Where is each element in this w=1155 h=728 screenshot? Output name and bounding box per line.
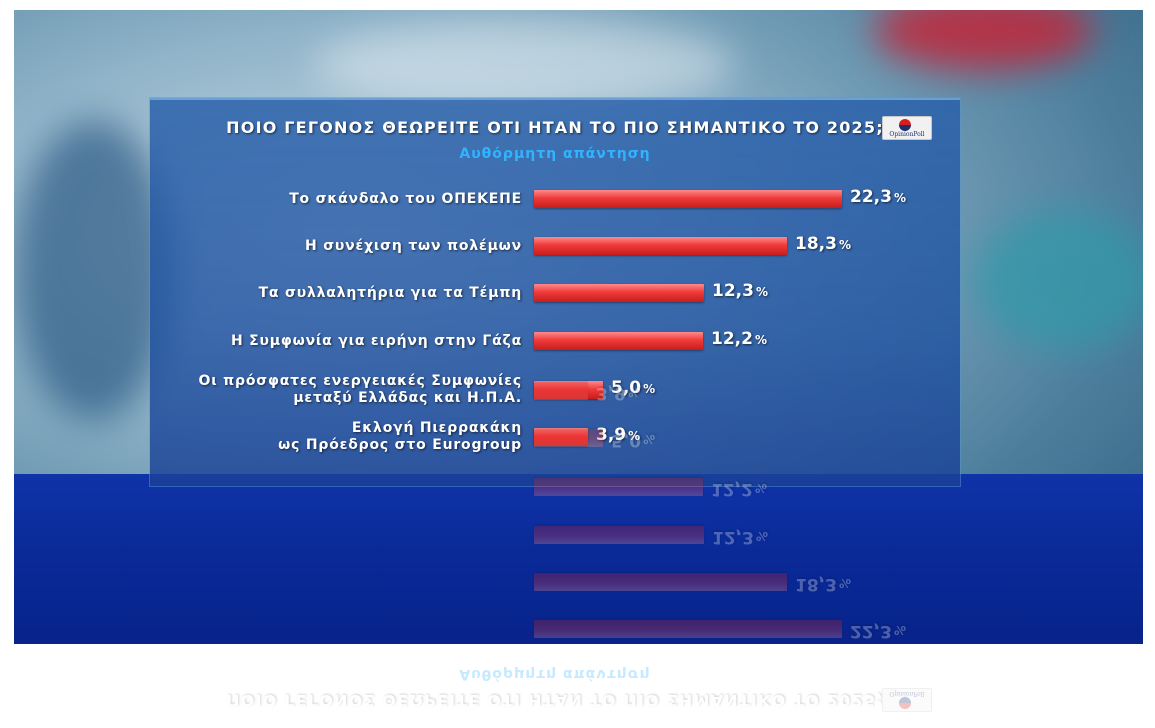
- bar: [534, 332, 703, 350]
- value-unit: %: [628, 429, 641, 443]
- reflective-floor: [14, 474, 1143, 644]
- category-label: Εκλογή Πιερρακάκη ως Πρόεδρος στο Eurogro…: [162, 420, 522, 454]
- chart-title: ΠΟΙΟ ΓΕΓΟΝΟΣ ΘΕΩΡΕΙΤΕ ΟΤΙ ΗΤΑΝ ΤΟ ΠΙΟ ΣΗ…: [226, 118, 884, 137]
- category-label-line: Οι πρόσφατες ενεργειακές Συμφωνίες: [198, 373, 522, 389]
- bg-blob: [314, 20, 734, 110]
- bg-blob: [974, 210, 1143, 350]
- logo-mark-icon: [899, 697, 911, 709]
- value-number: 12,3: [712, 281, 754, 301]
- chart-subtitle: Αυθόρμητη απάντηση: [459, 146, 651, 162]
- category-label-line: Η Συμφωνία για ειρήνη στην Γάζα: [230, 332, 522, 349]
- value-unit: %: [893, 191, 906, 205]
- category-label: Οι πρόσφατες ενεργειακές Συμφωνίες μεταξύ…: [162, 373, 522, 407]
- value-number: 5,0: [611, 378, 642, 398]
- logo-text: OpinionPoll: [889, 131, 925, 138]
- bar: [534, 428, 588, 446]
- value-unit: %: [755, 285, 768, 299]
- value-label: 18,3%: [795, 234, 851, 254]
- logo-text: OpinionPoll: [889, 690, 925, 697]
- logo-mark-icon: [899, 119, 911, 131]
- value-unit: %: [754, 333, 767, 347]
- bar: [534, 237, 787, 255]
- category-label-line: μεταξύ Ελλάδας και Η.Π.Α.: [293, 390, 522, 406]
- value-label: 3,9%: [596, 425, 640, 445]
- category-label: Το σκάνδαλο του ΟΠΕΚΕΠΕ: [162, 191, 522, 208]
- category-label: Τα συλλαλητήρια για τα Τέμπη: [162, 285, 522, 302]
- value-unit: %: [838, 238, 851, 252]
- bar: [534, 381, 603, 399]
- chart-title: ΠΟΙΟ ΓΕΓΟΝΟΣ ΘΕΩΡΕΙΤΕ ΟΤΙ ΗΤΑΝ ΤΟ ΠΙΟ ΣΗ…: [226, 691, 884, 710]
- bar: [534, 190, 842, 208]
- category-label-line: Τα συλλαλητήρια για τα Τέμπη: [258, 284, 522, 301]
- value-label: 5,0%: [611, 378, 655, 398]
- value-label: 12,3%: [712, 281, 768, 301]
- value-number: 22,3: [850, 187, 892, 207]
- bg-blob: [14, 120, 174, 420]
- chart-panel: ΠΟΙΟ ΓΕΓΟΝΟΣ ΘΕΩΡΕΙΤΕ ΟΤΙ ΗΤΑΝ ΤΟ ΠΙΟ ΣΗ…: [150, 98, 960, 486]
- value-unit: %: [643, 382, 656, 396]
- value-number: 3,9: [596, 425, 627, 445]
- opinionpoll-logo: OpinionPoll: [882, 116, 932, 140]
- category-label-line: ως Πρόεδρος στο Eurogroup: [278, 437, 522, 453]
- category-label: Η Συμφωνία για ειρήνη στην Γάζα: [162, 333, 522, 350]
- value-number: 12,2: [711, 329, 753, 349]
- chart-subtitle: Αυθόρμητη απάντηση: [459, 666, 651, 682]
- value-number: 18,3: [795, 234, 837, 254]
- bg-blob: [874, 10, 1094, 70]
- value-label: 22,3%: [850, 187, 906, 207]
- category-label-line: Εκλογή Πιερρακάκη: [351, 420, 522, 436]
- bar: [534, 284, 704, 302]
- opinionpoll-logo: OpinionPoll: [882, 688, 932, 712]
- value-label: 12,2%: [711, 329, 767, 349]
- category-label: Η συνέχιση των πολέμων: [162, 238, 522, 255]
- category-label-line: Η συνέχιση των πολέμων: [305, 237, 522, 254]
- category-label-line: Το σκάνδαλο του ΟΠΕΚΕΠΕ: [289, 190, 522, 207]
